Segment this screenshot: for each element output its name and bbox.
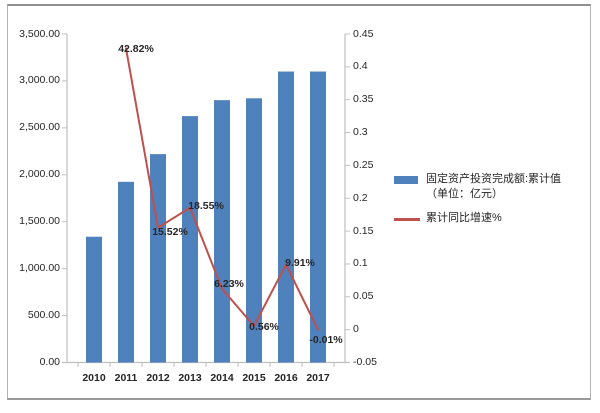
- legend-label-line: （单位：亿元）: [426, 188, 503, 200]
- bar-2010: [86, 236, 102, 363]
- legend-label: 累计同比增速%: [426, 211, 502, 226]
- left-axis-tick-label: 1,500.00: [19, 215, 60, 228]
- chart-frame-border: [7, 4, 591, 400]
- right-axis-tick-label: 0: [353, 323, 359, 336]
- bar-2016: [278, 71, 294, 363]
- bar-2012: [150, 154, 166, 363]
- right-axis-tick-label: 0.15: [353, 224, 374, 237]
- x-axis-tick-label: 2015: [242, 372, 266, 384]
- x-axis-tick-label: 2017: [306, 372, 330, 384]
- legend-label-line: 固定资产投资完成额:累计值: [426, 173, 562, 185]
- legend-item: 累计同比增速%: [394, 211, 584, 226]
- left-axis-tick-label: 500.00: [27, 309, 60, 322]
- legend-label-line: 累计同比增速%: [426, 212, 502, 224]
- data-label-2014: 6.23%: [214, 277, 244, 290]
- left-axis-tick-label: 0.00: [39, 356, 60, 368]
- growth-rate-line: [125, 47, 319, 331]
- left-axis-tick-label: 3,000.00: [19, 74, 60, 87]
- data-label-2015: 0.56%: [249, 320, 279, 333]
- data-label-2012: 15.52%: [152, 225, 188, 238]
- right-axis-tick-label: 0.4: [353, 60, 368, 73]
- left-axis-tick-label: 2,000.00: [19, 168, 60, 181]
- legend: 固定资产投资完成额:累计值 （单位：亿元） 累计同比增速%: [394, 172, 584, 226]
- x-axis-tick-label: 2011: [114, 372, 138, 384]
- left-axis-tick-label: 3,500.00: [19, 27, 60, 40]
- data-label-2016: 9.91%: [285, 256, 315, 269]
- right-axis-tick-label: 0.2: [353, 191, 368, 204]
- x-axis-tick-label: 2016: [274, 372, 298, 384]
- right-axis-tick-label: 0.35: [353, 93, 374, 106]
- bar-2013: [182, 116, 198, 363]
- x-axis-tick-label: 2013: [178, 372, 202, 384]
- legend-bar-swatch-icon: [394, 176, 418, 184]
- right-axis-tick-label: 0.45: [353, 27, 374, 40]
- right-axis-tick-label: 0.1: [353, 257, 368, 270]
- right-axis-tick-label: 0.3: [353, 126, 368, 139]
- data-label-2013: 18.55%: [188, 199, 224, 212]
- right-axis-tick-label: 0.05: [353, 290, 374, 303]
- x-axis-tick-label: 2012: [146, 372, 170, 384]
- right-axis-tick-label: -0.05: [353, 356, 377, 368]
- legend-item: 固定资产投资完成额:累计值 （单位：亿元）: [394, 172, 584, 202]
- left-axis-tick-label: 1,000.00: [19, 262, 60, 275]
- left-axis-tick-label: 2,500.00: [19, 121, 60, 134]
- right-axis-tick-label: 0.25: [353, 158, 374, 171]
- data-label-2011: 42.82%: [118, 43, 154, 56]
- bar-2015: [246, 98, 262, 363]
- bar-2014: [214, 100, 230, 363]
- data-label-2017: -0.01%: [309, 333, 343, 346]
- legend-line-swatch-icon: [394, 218, 420, 221]
- bar-2011: [118, 181, 134, 363]
- legend-label: 固定资产投资完成额:累计值 （单位：亿元）: [426, 172, 561, 202]
- x-axis-tick-label: 2010: [82, 372, 106, 384]
- x-axis-tick-label: 2014: [210, 372, 234, 384]
- bar-2017: [310, 71, 326, 363]
